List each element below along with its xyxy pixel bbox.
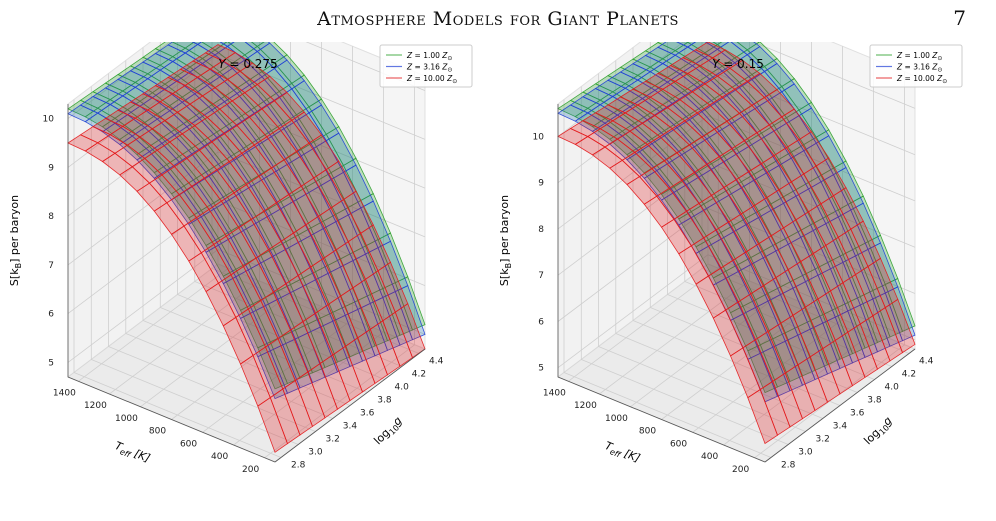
z-tick-label: 7 xyxy=(538,271,544,281)
y-tick-label: 3.4 xyxy=(343,421,358,431)
z-tick-label: 5 xyxy=(538,364,544,374)
page-number: 7 xyxy=(953,6,966,30)
y-tick-label: 3.6 xyxy=(360,409,375,419)
x-tick-label: 600 xyxy=(180,439,197,449)
y-tick-label: 4.2 xyxy=(412,370,426,380)
x-tick-label: 1200 xyxy=(84,401,107,411)
legend: Z = 1.00 Z⊙Z = 3.16 Z⊙Z = 10.00 Z⊙ xyxy=(870,45,962,87)
legend: Z = 1.00 Z⊙Z = 3.16 Z⊙Z = 10.00 Z⊙ xyxy=(380,45,472,87)
y-tick-label: 3.8 xyxy=(377,396,392,406)
x-axis-label: Teff [K] xyxy=(112,439,152,467)
z-tick-label: 10 xyxy=(43,115,55,125)
y-tick-label: 4.0 xyxy=(395,383,410,393)
y-tick-label: 4.4 xyxy=(919,357,934,367)
chart-title: Y = 0.275 xyxy=(218,57,277,71)
x-tick-label: 400 xyxy=(211,452,228,462)
x-tick-label: 1000 xyxy=(605,414,628,424)
x-tick-label: 1400 xyxy=(53,388,76,398)
x-tick-label: 1400 xyxy=(543,388,566,398)
y-tick-label: 3.4 xyxy=(833,421,848,431)
z-axis-label: S[kB] per baryon xyxy=(8,195,23,286)
running-title: Atmosphere Models for Giant Planets xyxy=(0,8,996,30)
y-tick-label: 3.2 xyxy=(816,434,830,444)
x-tick-label: 600 xyxy=(670,439,687,449)
z-tick-label: 9 xyxy=(538,179,544,189)
z-tick-label: 6 xyxy=(538,317,544,327)
x-tick-label: 400 xyxy=(701,452,718,462)
y-tick-label: 3.0 xyxy=(798,447,813,457)
y-tick-label: 3.2 xyxy=(326,434,340,444)
z-tick-label: 8 xyxy=(538,225,544,235)
surface-plot-left: 1400 1200 1000 800 600 400 200 2.83.03.23.43.63… xyxy=(0,42,498,517)
y-tick-label: 4.2 xyxy=(902,370,916,380)
z-tick-label: 8 xyxy=(48,212,54,222)
y-tick-label: 3.6 xyxy=(850,409,865,419)
z-tick-label: 10 xyxy=(533,132,545,142)
x-tick-label: 200 xyxy=(242,465,259,475)
x-tick-label: 800 xyxy=(639,427,656,437)
z-axis-label: S[kB] per baryon xyxy=(498,195,513,286)
z-tick-label: 9 xyxy=(48,163,54,173)
y-tick-label: 2.8 xyxy=(291,460,306,470)
y-axis-label: log10g xyxy=(861,414,896,449)
surface-plot-right: 1400 1200 1000 800 600 400 200 2.83.03.23.43.63… xyxy=(490,42,988,517)
x-tick-label: 800 xyxy=(149,427,166,437)
z-tick-label: 6 xyxy=(48,310,54,320)
z-tick-label: 7 xyxy=(48,261,54,271)
x-tick-label: 200 xyxy=(732,465,749,475)
y-tick-label: 3.8 xyxy=(867,396,882,406)
y-axis-label: log10g xyxy=(371,414,406,449)
y-tick-label: 4.4 xyxy=(429,357,444,367)
x-axis-label: Teff [K] xyxy=(602,439,642,467)
x-tick-label: 1200 xyxy=(574,401,597,411)
z-tick-label: 5 xyxy=(48,358,54,368)
x-tick-label: 1000 xyxy=(115,414,138,424)
y-tick-label: 4.0 xyxy=(885,383,900,393)
page-header: Atmosphere Models for Giant Planets 7 xyxy=(0,0,996,40)
chart-title: Y = 0.15 xyxy=(712,57,764,71)
y-tick-label: 2.8 xyxy=(781,460,796,470)
y-tick-label: 3.0 xyxy=(308,447,323,457)
